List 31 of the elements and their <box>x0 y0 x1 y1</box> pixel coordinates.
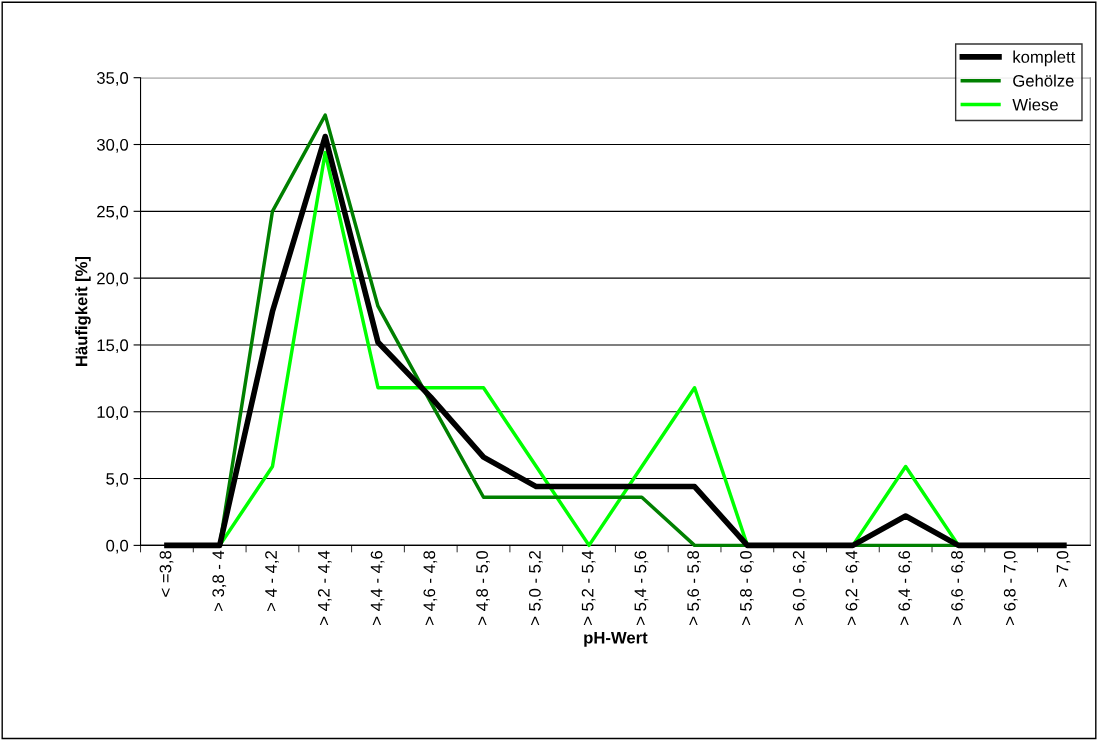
y-tick-label: 0,0 <box>106 539 129 554</box>
x-tick-label: > 4,6 - 4,8 <box>423 550 438 625</box>
x-tick-label: > 4,2 - 4,4 <box>317 550 332 625</box>
y-tick-label: 10,0 <box>97 406 129 420</box>
x-axis-title: pH-Wert <box>584 631 648 647</box>
x-tick-label: > 6,2 - 6,4 <box>845 550 860 625</box>
x-tick-label: > 4,4 - 4,6 <box>370 550 385 625</box>
legend-label: komplett <box>1013 50 1076 67</box>
x-tick-label: > 3,8 - 4 <box>212 550 227 612</box>
y-tick-label: 15,0 <box>97 339 129 354</box>
x-tick-label: > 5,4 - 5,6 <box>634 550 649 625</box>
x-tick-label: > 7,0 <box>1056 550 1071 587</box>
legend-label: Wiese <box>1012 98 1058 111</box>
y-tick-label: 25,0 <box>97 205 129 220</box>
y-tick-label: 30,0 <box>96 138 129 153</box>
y-axis-title: Häufigkeit [%] <box>75 256 91 366</box>
x-tick-label: > 4 - 4,2 <box>265 551 279 612</box>
x-tick-label: > 5,6 - 5,8 <box>687 550 702 625</box>
x-tick-label: > 6,8 - 7,0 <box>1003 550 1018 625</box>
x-tick-label: > 5,8 - 6,0 <box>740 550 754 625</box>
x-tick-label: > 6,6 - 6,8 <box>951 550 965 625</box>
legend-label: Gehölze <box>1013 74 1074 87</box>
y-tick-label: 5,0 <box>106 472 129 487</box>
x-tick-label: < =3,8 <box>159 550 174 597</box>
y-tick-label: 35,0 <box>96 72 129 86</box>
x-tick-label: > 5,0 - 5,2 <box>528 551 543 625</box>
x-tick-label: > 5,2 - 5,4 <box>581 550 596 625</box>
x-tick-label: > 6,4 - 6,6 <box>898 550 913 625</box>
x-tick-label: > 6,0 - 6,2 <box>792 551 807 625</box>
x-tick-label: > 4,8 - 5,0 <box>476 550 490 625</box>
y-tick-label: 20,0 <box>97 272 129 287</box>
